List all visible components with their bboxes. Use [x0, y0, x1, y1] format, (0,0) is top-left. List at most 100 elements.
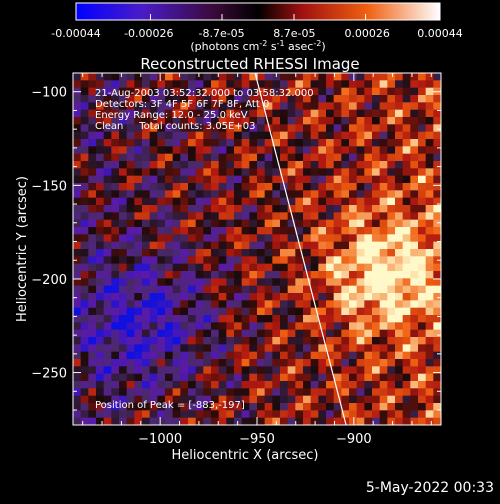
- heatmap-cell: [195, 344, 204, 353]
- heatmap-cell: [172, 95, 181, 103]
- heatmap-cell: [218, 234, 227, 243]
- heatmap-cell: [310, 307, 319, 316]
- heatmap-cell: [280, 139, 289, 147]
- heatmap-cell: [410, 212, 419, 221]
- heatmap-cell: [379, 73, 388, 81]
- heatmap-cell: [257, 131, 266, 140]
- heatmap-cell: [80, 300, 89, 309]
- heatmap-cell: [356, 109, 365, 118]
- heatmap-cell: [96, 102, 105, 111]
- heatmap-cell: [303, 256, 312, 265]
- heatmap-cell: [264, 175, 273, 184]
- heatmap-cell: [165, 153, 174, 162]
- heatmap-cell: [103, 109, 112, 118]
- colorbar-tick-label-5: 0.00044: [417, 27, 463, 40]
- heatmap-cell: [326, 197, 335, 206]
- heatmap-cell: [249, 175, 258, 184]
- heatmap-cell: [418, 395, 427, 404]
- heatmap-cell: [211, 344, 220, 353]
- heatmap-cell: [103, 271, 112, 279]
- heatmap-cell: [387, 139, 396, 147]
- heatmap-cell: [433, 344, 441, 353]
- heatmap-cell: [149, 285, 158, 294]
- heatmap-cell: [142, 249, 151, 257]
- heatmap-cell: [433, 183, 441, 191]
- heatmap-cell: [257, 373, 266, 382]
- heatmap-cell: [73, 322, 82, 331]
- heatmap-cell: [341, 351, 350, 360]
- heatmap-cell: [149, 102, 158, 111]
- y-tick-label: −150: [31, 179, 67, 194]
- heatmap-cell: [195, 73, 204, 81]
- heatmap-cell: [379, 410, 388, 419]
- heatmap-cell: [372, 146, 381, 155]
- heatmap-cell: [387, 293, 396, 301]
- heatmap-cell: [234, 153, 243, 162]
- heatmap-cell: [226, 249, 235, 257]
- heatmap-cell: [364, 359, 373, 367]
- heatmap-cell: [264, 234, 273, 243]
- heatmap-cell: [73, 307, 82, 316]
- heatmap-cell: [80, 205, 89, 213]
- colorbar-tick-label-4: 0.00026: [344, 27, 390, 40]
- heatmap-cell: [188, 322, 197, 331]
- heatmap-cell: [88, 403, 97, 411]
- heatmap-cell: [349, 161, 358, 169]
- heatmap-cell: [433, 293, 441, 301]
- heatmap-cell: [134, 212, 143, 221]
- heatmap-cell: [356, 73, 365, 81]
- heatmap-cell: [111, 351, 120, 360]
- heatmap-cell: [364, 278, 373, 287]
- heatmap-cell: [126, 117, 135, 125]
- heatmap-cell: [226, 168, 235, 177]
- heatmap-cell: [326, 161, 335, 169]
- heatmap-cell: [287, 73, 296, 81]
- heatmap-cell: [241, 278, 250, 287]
- heatmap-cell: [387, 366, 396, 375]
- heatmap-cell: [157, 403, 166, 411]
- heatmap-cell: [88, 417, 97, 425]
- heatmap-cell: [379, 300, 388, 309]
- heatmap-cell: [387, 161, 396, 169]
- heatmap-cell: [88, 168, 97, 177]
- heatmap-cell: [356, 80, 365, 89]
- heatmap-cell: [149, 131, 158, 140]
- heatmap-cell: [249, 373, 258, 382]
- heatmap-cell: [111, 337, 120, 345]
- heatmap-cell: [73, 219, 82, 228]
- heatmap-cell: [103, 124, 112, 133]
- heatmap-cell: [257, 381, 266, 389]
- heatmap-cell: [418, 351, 427, 360]
- heatmap-cell: [249, 403, 258, 411]
- heatmap-cell: [402, 234, 411, 243]
- heatmap-cell: [326, 329, 335, 338]
- heatmap-cell: [379, 190, 388, 199]
- heatmap-cell: [280, 241, 289, 250]
- heatmap-cell: [203, 212, 212, 221]
- heatmap-cell: [165, 95, 174, 103]
- y-tick-label: −100: [31, 86, 67, 101]
- heatmap-cell: [257, 168, 266, 177]
- heatmap-cell: [287, 351, 296, 360]
- heatmap-cell: [349, 388, 358, 397]
- heatmap-cell: [188, 315, 197, 323]
- heatmap-cell: [349, 102, 358, 111]
- heatmap-cell: [157, 124, 166, 133]
- heatmap-cell: [318, 87, 327, 96]
- heatmap-cell: [303, 124, 312, 133]
- heatmap-cell: [333, 249, 342, 257]
- heatmap-cell: [195, 87, 204, 96]
- heatmap-cell: [249, 161, 258, 169]
- heatmap-cell: [188, 344, 197, 353]
- heatmap-cell: [134, 227, 143, 235]
- heatmap-cell: [433, 315, 441, 323]
- heatmap-cell: [410, 403, 419, 411]
- heatmap-cell: [387, 190, 396, 199]
- heatmap-cell: [73, 234, 82, 243]
- heatmap-cell: [387, 381, 396, 389]
- heatmap-cell: [111, 131, 120, 140]
- heatmap-cell: [356, 146, 365, 155]
- heatmap-cell: [103, 417, 112, 425]
- heatmap-cell: [157, 381, 166, 389]
- heatmap-cell: [395, 168, 404, 177]
